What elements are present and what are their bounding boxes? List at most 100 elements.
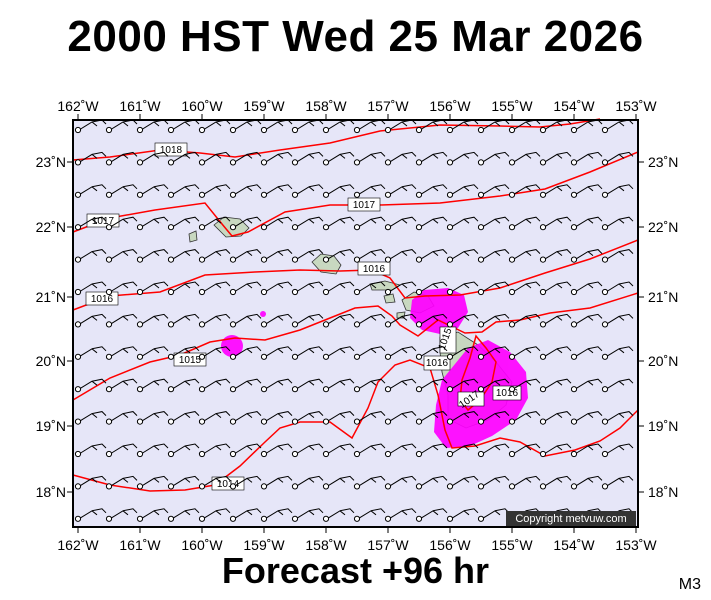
- wind-barb: [384, 378, 417, 393]
- copyright-badge: Copyright metvuw.com: [506, 511, 636, 526]
- wind-barb: [477, 249, 510, 263]
- lat-label: 22˚N: [36, 219, 66, 235]
- wind-barb: [446, 346, 479, 360]
- wind-barb: [74, 119, 107, 134]
- wind-barb: [291, 346, 324, 360]
- wind-barb: [260, 508, 293, 522]
- wind-barb: [601, 313, 634, 328]
- lat-label: 19˚N: [648, 418, 678, 434]
- wind-barb: [322, 508, 355, 522]
- wind-barb: [601, 184, 634, 198]
- wind-barb: [229, 378, 262, 393]
- wind-barb: [229, 313, 262, 328]
- wind-barb: [601, 475, 634, 490]
- wind-barb: [539, 313, 572, 328]
- wind-barb: [167, 475, 200, 490]
- wind-barb: [415, 378, 448, 393]
- latitude-labels-left: 23˚N 22˚N 21˚N 20˚N 19˚N 18˚N: [36, 154, 66, 500]
- wind-barb: [167, 249, 200, 263]
- wind-barb: [415, 508, 448, 522]
- wind-barb: [415, 313, 448, 328]
- wind-barb: [136, 249, 169, 263]
- wind-barb: [167, 281, 200, 296]
- wind-barb: [539, 216, 572, 231]
- wind-barb: [322, 216, 355, 231]
- wind-barb: [167, 508, 200, 522]
- lon-label: 158˚W: [305, 537, 347, 553]
- wind-barb: [477, 475, 510, 490]
- wind-barb: [74, 411, 107, 425]
- wind-barb: [167, 346, 200, 360]
- wind-barb: [291, 475, 324, 490]
- wind-barb: [477, 411, 510, 425]
- wind-barb: [136, 151, 169, 166]
- wind-barb: [260, 378, 293, 393]
- lon-label: 158˚W: [305, 98, 347, 114]
- wind-barb: [260, 249, 293, 263]
- wind-barb: [105, 151, 138, 166]
- wind-barb: [477, 281, 510, 296]
- wind-barb: [384, 411, 417, 425]
- wind-barb: [291, 443, 324, 458]
- wind-barb: [229, 216, 262, 231]
- wind-barb: [539, 411, 572, 425]
- wind-barb: [260, 475, 293, 490]
- wind-barb: [446, 151, 479, 166]
- wind-barb: [415, 119, 448, 134]
- wind-barb: [105, 443, 138, 458]
- wind-barb: [601, 151, 634, 166]
- wind-barb: [353, 281, 386, 296]
- wind-barb: [136, 508, 169, 522]
- rain-spot-small: [260, 311, 266, 317]
- wind-barb: [446, 216, 479, 231]
- wind-barb: [570, 119, 603, 134]
- isobar-label: 1016: [85, 291, 119, 306]
- wind-barb: [601, 443, 634, 458]
- lon-label: 153˚W: [615, 537, 657, 553]
- wind-barb: [601, 346, 634, 360]
- wind-barb: [446, 378, 479, 393]
- isobar-label: 1016: [492, 385, 522, 401]
- wind-barb: [229, 281, 262, 296]
- wind-barb: [167, 313, 200, 328]
- wind-barb: [136, 443, 169, 458]
- wind-barb: [229, 119, 262, 134]
- wind-barb: [353, 151, 386, 166]
- wind-barb: [229, 411, 262, 425]
- wind-barb: [570, 184, 603, 198]
- island-niihau: [188, 230, 198, 243]
- wind-barb: [570, 346, 603, 360]
- lat-label: 20˚N: [36, 353, 66, 369]
- wind-barb: [446, 184, 479, 198]
- wind-barb: [570, 249, 603, 263]
- isobar-label: 1017: [457, 389, 485, 411]
- wind-barb: [601, 378, 634, 393]
- wind-barb: [570, 443, 603, 458]
- wind-barbs: [74, 119, 634, 522]
- lat-label: 23˚N: [36, 154, 66, 170]
- wind-barb: [415, 346, 448, 360]
- isobar-label: 1017: [86, 213, 120, 228]
- lat-label: 21˚N: [648, 289, 678, 305]
- wind-barb: [384, 475, 417, 490]
- isobar-1017-north: [72, 151, 639, 237]
- wind-barb: [322, 411, 355, 425]
- wind-barb: [353, 249, 386, 263]
- wind-barb: [229, 443, 262, 458]
- wind-barb: [136, 184, 169, 198]
- wind-barb: [384, 508, 417, 522]
- rain-spot-west: [221, 335, 243, 357]
- wind-barb: [384, 313, 417, 328]
- wind-barb: [353, 475, 386, 490]
- wind-barb: [260, 184, 293, 198]
- wind-barb: [291, 313, 324, 328]
- wind-barb: [508, 411, 541, 425]
- svg-text:1016: 1016: [91, 294, 114, 305]
- wind-barb: [322, 119, 355, 134]
- wind-barb: [291, 378, 324, 393]
- wind-barb: [415, 249, 448, 263]
- wind-barb: [74, 281, 107, 296]
- lat-label: 23˚N: [648, 154, 678, 170]
- wind-barb: [198, 443, 231, 458]
- wind-barb: [446, 508, 479, 522]
